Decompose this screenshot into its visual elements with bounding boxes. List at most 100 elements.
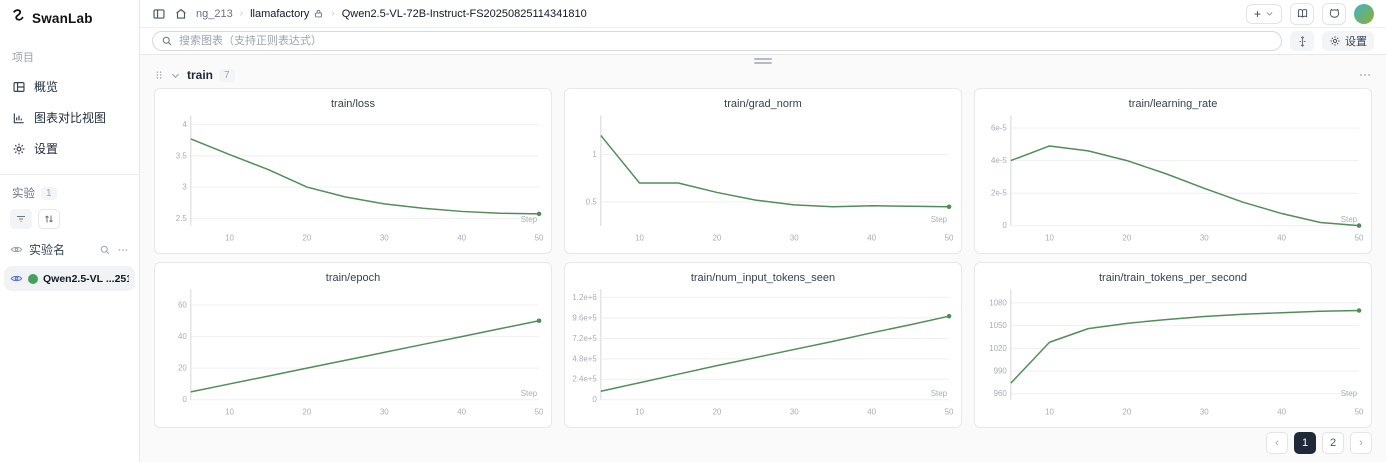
drag-handle-icon[interactable]: [154, 69, 164, 81]
experiments-sort-button[interactable]: [38, 209, 60, 229]
svg-text:40: 40: [1277, 408, 1286, 417]
svg-text:10: 10: [1045, 234, 1054, 243]
brand-logo[interactable]: SwanLab: [0, 0, 139, 35]
experiments-filter-button[interactable]: [10, 209, 32, 229]
sidebar-item-label: 图表对比视图: [34, 109, 106, 126]
svg-text:1080: 1080: [989, 298, 1007, 307]
docs-button[interactable]: [1290, 3, 1314, 25]
sort-icon: [43, 213, 55, 225]
gear-icon: [12, 142, 26, 156]
experiment-row[interactable]: Qwen2.5-VL ...25114341810: [4, 266, 135, 291]
sidebar-item-settings[interactable]: 设置: [0, 133, 139, 164]
svg-text:20: 20: [1123, 234, 1132, 243]
project-section-label: 项目: [0, 35, 139, 71]
svg-text:60: 60: [178, 300, 187, 309]
new-button[interactable]: +: [1246, 4, 1282, 24]
chart-title: train/grad_norm: [565, 89, 961, 112]
svg-text:1.2e+6: 1.2e+6: [572, 293, 597, 302]
sidebar-toggle-icon[interactable]: [152, 7, 166, 21]
adjust-icon: [1296, 35, 1309, 48]
experiment-name: Qwen2.5-VL ...25114341810: [43, 273, 129, 285]
breadcrumb: ng_213 › llamafactory › Qwen2.5-VL-72B-I…: [196, 8, 587, 20]
main-area: ng_213 › llamafactory › Qwen2.5-VL-72B-I…: [140, 0, 1386, 462]
user-avatar[interactable]: [1354, 4, 1374, 24]
svg-text:20: 20: [713, 234, 722, 243]
experiment-visibility-eye-icon[interactable]: [10, 272, 23, 285]
svg-text:Step: Step: [1341, 215, 1358, 224]
github-icon: [1328, 7, 1341, 20]
svg-text:4: 4: [182, 120, 187, 129]
svg-text:10: 10: [225, 234, 234, 243]
github-button[interactable]: [1322, 3, 1346, 25]
chart-compare-icon: [12, 111, 26, 125]
group-more-icon[interactable]: [1358, 68, 1372, 82]
svg-text:30: 30: [790, 408, 799, 417]
chart-card[interactable]: train/loss2.533.541020304050Step: [154, 88, 552, 254]
svg-text:40: 40: [178, 332, 187, 341]
line-chart[interactable]: 2.533.541020304050Step: [155, 112, 551, 248]
svg-text:0.5: 0.5: [586, 197, 598, 206]
svg-text:20: 20: [178, 364, 187, 373]
chart-card[interactable]: train/learning_rate02e-54e-56e-510203040…: [974, 88, 1372, 254]
line-chart[interactable]: 9609901020105010801020304050Step: [975, 286, 1371, 422]
svg-text:50: 50: [1355, 408, 1364, 417]
chart-group-header: train 7: [140, 64, 1386, 88]
svg-text:30: 30: [1200, 408, 1209, 417]
adjust-charts-button[interactable]: [1290, 31, 1314, 51]
pagination-page-1[interactable]: 1: [1294, 432, 1316, 454]
svg-text:30: 30: [380, 234, 389, 243]
section-resize-handle[interactable]: [754, 57, 772, 64]
breadcrumb-project-label: llamafactory: [250, 8, 309, 20]
breadcrumb-project[interactable]: llamafactory: [250, 8, 324, 20]
sidebar-item-chart-compare[interactable]: 图表对比视图: [0, 102, 139, 133]
line-chart[interactable]: 02.4e+54.8e+57.2e+59.6e+51.2e+6102030405…: [565, 286, 961, 422]
svg-text:2e-5: 2e-5: [991, 189, 1007, 198]
chart-card[interactable]: train/num_input_tokens_seen02.4e+54.8e+5…: [564, 262, 962, 428]
svg-text:20: 20: [1123, 408, 1132, 417]
svg-text:10: 10: [1045, 408, 1054, 417]
line-chart[interactable]: 0.511020304050Step: [565, 112, 961, 248]
sidebar-item-label: 概览: [34, 78, 58, 95]
pagination-next-button[interactable]: ›: [1350, 432, 1372, 454]
svg-text:30: 30: [1200, 234, 1209, 243]
chart-title: train/num_input_tokens_seen: [565, 263, 961, 286]
sidebar-item-label: 设置: [34, 140, 58, 157]
group-count-badge: 7: [219, 69, 235, 82]
chart-settings-button[interactable]: 设置: [1322, 31, 1374, 51]
svg-text:20: 20: [303, 234, 312, 243]
group-name: train: [187, 68, 213, 82]
sidebar-item-overview[interactable]: 概览: [0, 71, 139, 102]
chart-search-input[interactable]: [179, 35, 1273, 47]
svg-text:50: 50: [945, 408, 954, 417]
pagination-page-2[interactable]: 2: [1322, 432, 1344, 454]
group-collapse-chevron-icon[interactable]: [170, 70, 181, 81]
pagination: ‹ 1 2 ›: [1266, 432, 1372, 454]
svg-text:2.5: 2.5: [176, 214, 188, 223]
chart-settings-label: 设置: [1345, 33, 1367, 49]
lock-icon: [313, 8, 324, 19]
chevron-down-icon: [1265, 9, 1274, 18]
line-chart[interactable]: 02040601020304050Step: [155, 286, 551, 422]
chart-card[interactable]: train/epoch02040601020304050Step: [154, 262, 552, 428]
svg-text:0: 0: [1002, 221, 1007, 230]
svg-text:1050: 1050: [989, 321, 1007, 330]
svg-text:9.6e+5: 9.6e+5: [572, 313, 597, 322]
breadcrumb-experiment[interactable]: Qwen2.5-VL-72B-Instruct-FS20250825114341…: [342, 8, 587, 20]
experiment-more-icon[interactable]: [117, 244, 129, 256]
pagination-prev-button[interactable]: ‹: [1266, 432, 1288, 454]
home-icon[interactable]: [174, 7, 188, 21]
experiment-search-icon[interactable]: [99, 244, 111, 256]
svg-text:10: 10: [635, 234, 644, 243]
line-chart[interactable]: 02e-54e-56e-51020304050Step: [975, 112, 1371, 248]
gear-icon: [1329, 35, 1341, 47]
column-visibility-eye-icon[interactable]: [10, 243, 23, 256]
svg-text:40: 40: [457, 234, 466, 243]
svg-text:30: 30: [380, 408, 389, 417]
breadcrumb-org[interactable]: ng_213: [196, 8, 233, 20]
chart-card[interactable]: train/train_tokens_per_second96099010201…: [974, 262, 1372, 428]
chart-title: train/epoch: [155, 263, 551, 286]
chart-card[interactable]: train/grad_norm0.511020304050Step: [564, 88, 962, 254]
svg-text:50: 50: [535, 408, 544, 417]
chart-search-box[interactable]: [152, 31, 1282, 51]
svg-text:Step: Step: [521, 389, 538, 398]
